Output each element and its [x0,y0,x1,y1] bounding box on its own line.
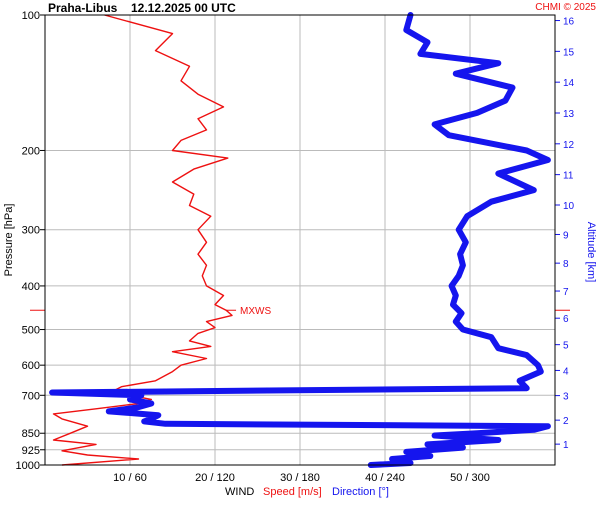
wind-tick-label: 20 / 120 [195,472,235,484]
altitude-tick-label: 12 [563,140,575,151]
wind-tick-label: 40 / 240 [365,472,405,484]
annotation-layer: MXWS [30,306,570,317]
wind-tick-label: 50 / 300 [450,472,490,484]
plot-frame [44,14,556,466]
direction-axis-label: Direction [°] [332,486,389,498]
altitude-axis-label: Altitude [km] [585,222,597,283]
altitude-tick-label: 11 [563,171,574,182]
pressure-tick-label: 925 [22,445,40,457]
station-name: Praha-Libus [48,1,118,15]
series-layer [49,12,551,468]
altitude-tick-label: 8 [563,259,569,270]
pressure-tick-label: 500 [22,325,40,337]
wind-tick-label: 30 / 180 [280,472,320,484]
pressure-tick-label: 400 [22,281,40,293]
altitude-tick-label: 2 [563,416,569,427]
pressure-tick-label: 700 [22,390,40,402]
pressure-tick-label: 850 [22,428,40,440]
altitude-tick-label: 3 [563,392,569,403]
altitude-tick-label: 7 [563,287,569,298]
altitude-tick-label: 10 [563,201,575,212]
altitude-tick-label: 6 [563,314,569,325]
altitude-tick-label: 1 [563,440,569,451]
speed-axis-label: Speed [m/s] [263,486,322,498]
direction-line [49,12,551,468]
pressure-axis-label: Pressure [hPa] [3,204,15,277]
wind-tick-label: 10 / 60 [113,472,147,484]
mxws-label: MXWS [240,306,271,317]
altitude-tick-label: 16 [563,17,575,28]
pressure-tick-label: 300 [22,225,40,237]
altitude-tick-label: 13 [563,109,575,120]
wind-axis-label: WIND [225,486,254,498]
copyright-label: CHMI © 2025 [535,2,596,13]
altitude-tick-label: 4 [563,366,569,377]
pressure-tick-label: 1000 [16,460,40,472]
altitude-tick-label: 9 [563,230,569,241]
sounding-datetime: 12.12.2025 00 UTC [131,1,236,15]
pressure-tick-label: 600 [22,360,40,372]
pressure-tick-label: 200 [22,145,40,157]
speed-line [52,14,233,466]
altitude-tick-label: 15 [563,47,575,58]
altitude-tick-label: 14 [563,78,575,89]
altitude-tick-label: 5 [563,341,569,352]
pressure-tick-label: 100 [22,10,40,22]
